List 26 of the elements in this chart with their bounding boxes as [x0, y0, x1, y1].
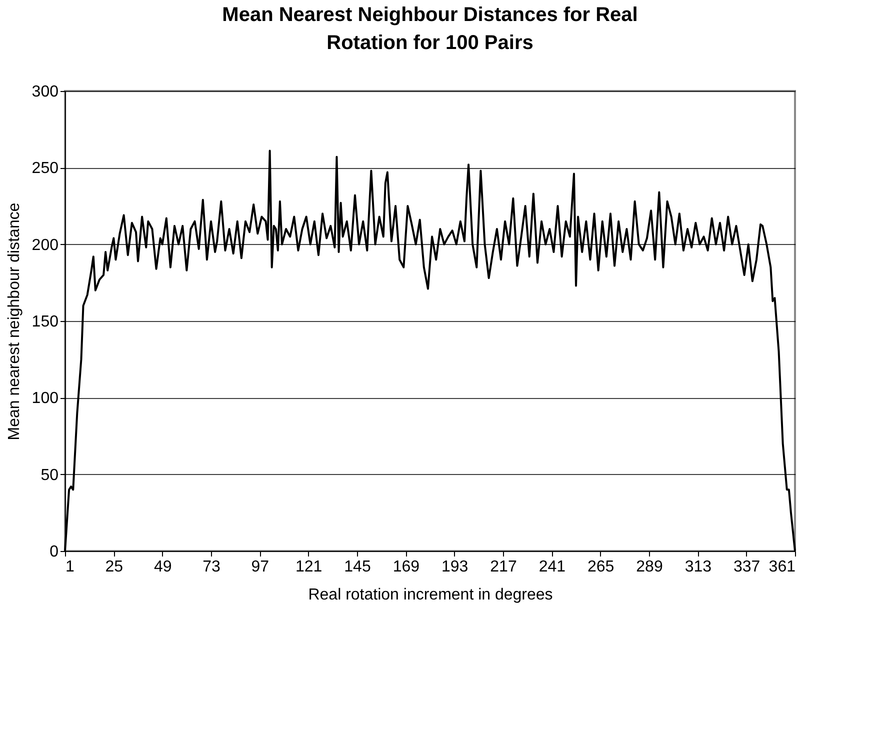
x-tick-label: 217 [490, 558, 517, 576]
y-tick-label: 300 [32, 84, 59, 100]
x-tick-label: 265 [587, 558, 614, 576]
y-tick-label: 0 [50, 544, 59, 560]
x-axis-title: Real rotation increment in degrees [308, 586, 553, 604]
y-tick-label: 150 [32, 314, 59, 330]
x-tick-label: 361 [768, 558, 796, 576]
x-tick-label: 73 [202, 558, 220, 576]
y-axis-title: Mean nearest neighbour distance [6, 202, 23, 440]
x-tick-label: 313 [684, 558, 712, 576]
x-tick-label: 121 [295, 558, 322, 576]
x-tick-label: 145 [344, 558, 371, 576]
x-tick-label: 25 [105, 558, 124, 576]
x-tick-label: 337 [733, 558, 760, 576]
x-tick-label: 241 [538, 558, 566, 576]
x-tick-label: 49 [154, 558, 172, 576]
y-tick-label: 250 [32, 160, 59, 178]
x-tick-label: 1 [66, 558, 74, 576]
y-tick-label: 100 [32, 390, 59, 408]
x-tick-label: 169 [392, 558, 420, 576]
y-tick-label: 50 [40, 466, 59, 484]
chart-title: Mean Nearest Neighbour Distances for Real Rotation for 100 Pairs [222, 4, 638, 54]
x-tick-label: 97 [251, 558, 270, 576]
x-tick-label: 193 [441, 558, 468, 576]
x-tick-label: 289 [636, 558, 663, 576]
y-tick-label: 200 [32, 236, 59, 254]
